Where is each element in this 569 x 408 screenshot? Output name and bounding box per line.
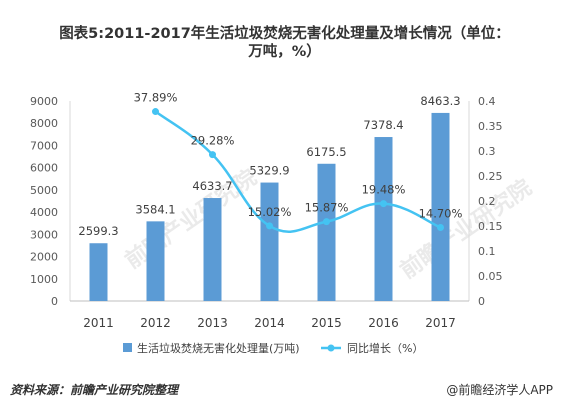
growth-line bbox=[154, 110, 442, 233]
source-note: 资料来源：前瞻产业研究院整理 bbox=[10, 383, 179, 397]
growth-point-2013 bbox=[209, 151, 216, 159]
y-right-tick-label: 0.4 bbox=[478, 95, 496, 108]
line-value-label: 19.48% bbox=[362, 183, 406, 197]
bar-2015 bbox=[317, 163, 336, 301]
bar-2017 bbox=[431, 112, 450, 301]
y-right-tick-label: 0.15 bbox=[478, 220, 503, 233]
bar-value-label: 7378.4 bbox=[363, 118, 403, 132]
y-right-tick-label: 0.3 bbox=[478, 145, 496, 158]
y-left-tick-label: 8000 bbox=[30, 117, 58, 130]
chart-title-line-2: 万吨，%） bbox=[248, 44, 321, 60]
y-right-tick-label: 0 bbox=[478, 295, 485, 308]
line-value-label: 14.70% bbox=[419, 207, 463, 221]
bar-value-label: 2599.3 bbox=[78, 224, 118, 238]
growth-point-2012 bbox=[152, 108, 159, 116]
legend-bar-label: 生活垃圾焚烧无害化处理量(万吨) bbox=[137, 341, 300, 355]
growth-point-2015 bbox=[323, 218, 330, 226]
bar-2011 bbox=[89, 243, 108, 301]
chart-title-line-1: 图表5:2011-2017年生活垃圾焚烧无害化处理量及增长情况（单位： bbox=[59, 26, 510, 42]
y-left-tick-label: 6000 bbox=[30, 162, 58, 175]
bar-2012 bbox=[146, 221, 165, 301]
bar-value-label: 4633.7 bbox=[192, 179, 232, 193]
watermark-2: 前瞻产业研究院 bbox=[395, 174, 536, 284]
line-value-label: 15.02% bbox=[248, 205, 292, 219]
y-left-tick-label: 5000 bbox=[30, 184, 58, 197]
y-left-tick-label: 3000 bbox=[30, 228, 58, 241]
y-left-tick-label: 7000 bbox=[30, 139, 58, 152]
legend-line-label: 同比增长（%） bbox=[347, 341, 423, 355]
growth-point-2014 bbox=[266, 222, 273, 230]
y-left-tick-label: 1000 bbox=[30, 273, 58, 286]
bar-value-label: 5329.9 bbox=[249, 164, 289, 178]
bar-2013 bbox=[203, 198, 222, 301]
y-right-tick-label: 0.1 bbox=[478, 245, 496, 258]
line-value-label: 29.28% bbox=[191, 134, 235, 148]
line-value-label: 37.89% bbox=[134, 91, 178, 105]
bar-value-label: 3584.1 bbox=[135, 202, 175, 216]
bar-value-label: 6175.5 bbox=[306, 145, 346, 159]
y-right-tick-label: 0.35 bbox=[478, 120, 503, 133]
bar-value-label: 8463.3 bbox=[420, 94, 460, 108]
watermark-1: 前瞻产业研究院 bbox=[120, 164, 261, 274]
growth-point-2016 bbox=[380, 200, 387, 208]
growth-point-2017 bbox=[437, 224, 444, 231]
legend-bar-swatch bbox=[123, 343, 132, 352]
x-tick-label: 2013 bbox=[197, 316, 228, 330]
y-left-tick-label: 4000 bbox=[30, 206, 58, 219]
x-tick-label: 2017 bbox=[425, 316, 456, 330]
y-left-tick-label: 2000 bbox=[30, 251, 58, 264]
y-left-tick-label: 0 bbox=[51, 295, 58, 308]
bar-2014 bbox=[260, 182, 279, 301]
x-tick-label: 2015 bbox=[311, 316, 342, 330]
x-tick-label: 2014 bbox=[254, 316, 285, 330]
y-right-tick-label: 0.25 bbox=[478, 170, 503, 183]
x-tick-label: 2011 bbox=[83, 316, 114, 330]
legend-line-marker bbox=[327, 344, 335, 352]
line-value-label: 15.87% bbox=[305, 201, 349, 215]
x-tick-label: 2016 bbox=[368, 316, 399, 330]
brand-credit: @前瞻经济学人APP bbox=[446, 383, 553, 397]
x-tick-label: 2012 bbox=[140, 316, 171, 330]
y-right-tick-label: 0.2 bbox=[478, 195, 496, 208]
y-left-tick-label: 9000 bbox=[30, 95, 58, 108]
bar-2016 bbox=[374, 137, 393, 301]
y-right-tick-label: 0.05 bbox=[478, 270, 503, 283]
